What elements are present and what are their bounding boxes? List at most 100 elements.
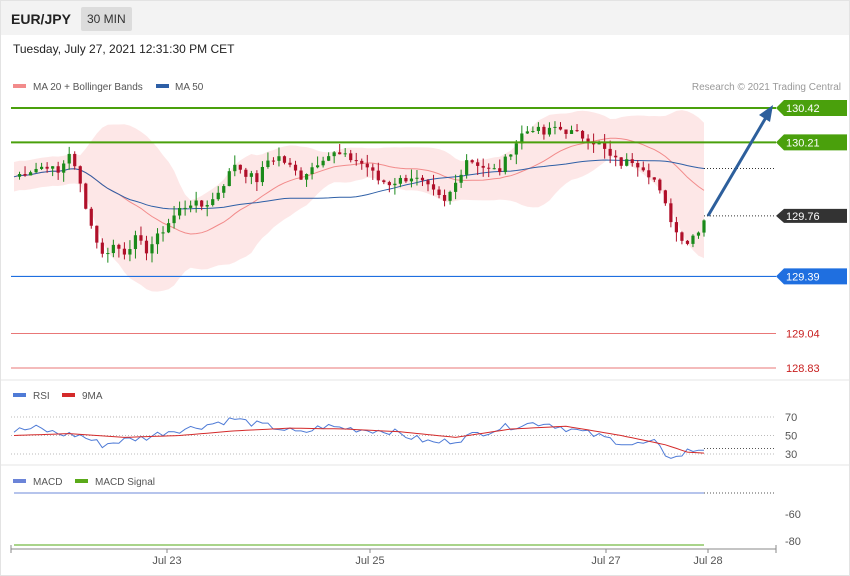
level-price-label: 130.42 — [786, 103, 820, 115]
candle-body — [619, 157, 623, 166]
candle-body — [492, 168, 496, 170]
candle-body — [448, 191, 452, 201]
candle-body — [360, 160, 364, 164]
candle-body — [674, 222, 678, 233]
candle-body — [404, 177, 408, 182]
candle-body — [106, 253, 110, 255]
candle-body — [691, 235, 695, 244]
candle-body — [641, 167, 645, 171]
candles — [17, 121, 706, 263]
forecast-arrow-shaft — [706, 113, 770, 217]
candle-body — [658, 179, 662, 191]
candle-body — [128, 249, 132, 255]
candle-body — [144, 240, 149, 254]
candle-body — [89, 208, 93, 226]
candle-body — [304, 174, 309, 180]
candle-body — [95, 225, 99, 243]
candle-body — [652, 177, 656, 180]
candle-body — [514, 143, 518, 155]
candle-body — [282, 156, 287, 163]
forecast-arrow-head — [759, 105, 773, 122]
candle-body — [580, 130, 585, 139]
candle-body — [73, 153, 77, 167]
candle-body — [536, 126, 540, 131]
candle-body — [625, 159, 629, 166]
current-price-label: 129.76 — [786, 211, 820, 223]
candle-body — [454, 182, 458, 192]
candle-body — [426, 180, 430, 185]
candle-body — [133, 235, 138, 250]
target-price-label: 128.83 — [786, 363, 820, 375]
candle-body — [569, 130, 574, 134]
candle-body — [343, 153, 347, 155]
candle-body — [111, 244, 115, 254]
candle-body — [200, 200, 204, 207]
candle-body — [586, 138, 590, 143]
candle-body — [310, 167, 314, 175]
candle-body — [338, 152, 342, 155]
candle-body — [249, 173, 253, 177]
level-price-label: 130.21 — [786, 137, 820, 149]
interval-button[interactable]: 30 MIN — [81, 7, 132, 31]
candle-body — [67, 153, 71, 164]
candle-body — [542, 126, 546, 135]
candle-body — [222, 186, 226, 193]
candle-body — [603, 142, 607, 149]
candle-body — [575, 130, 579, 132]
candle-body — [669, 203, 673, 223]
candle-body — [299, 170, 303, 180]
candle-body — [51, 166, 55, 169]
candle-body — [685, 240, 690, 244]
x-axis-tick-label: Jul 25 — [355, 555, 384, 567]
candle-body — [288, 162, 292, 165]
rsi-ma-legend-label: 9MA — [82, 391, 103, 402]
rsi-legend-label: RSI — [33, 391, 50, 402]
level-price-label: 129.39 — [786, 271, 820, 283]
candle-body — [398, 177, 402, 184]
ma20-legend-label: MA 20 + Bollinger Bands — [33, 82, 143, 93]
candle-body — [558, 126, 563, 130]
candle-body — [122, 248, 126, 255]
rsi-panel: 70 50 30 — [11, 412, 797, 461]
candle-body — [459, 174, 463, 183]
candle-body — [78, 166, 82, 184]
candle-body — [525, 131, 529, 134]
candle-body — [28, 172, 33, 176]
candle-body — [503, 156, 507, 173]
candle-body — [34, 168, 38, 173]
candle-body — [487, 167, 491, 169]
candle-body — [382, 180, 386, 183]
ma50-legend-label: MA 50 — [175, 82, 204, 93]
ma50-line — [13, 159, 705, 210]
candle-body — [255, 173, 259, 183]
candle-body — [498, 168, 502, 173]
candle-body — [277, 156, 281, 161]
candle-body — [56, 166, 60, 173]
candle-body — [216, 192, 220, 200]
target-price-label: 129.04 — [786, 329, 820, 341]
rsi-line — [13, 417, 705, 459]
candle-body — [371, 167, 375, 171]
candle-body — [696, 232, 701, 236]
candle-body — [194, 200, 198, 206]
macd-signal-legend-label: MACD Signal — [95, 477, 155, 488]
candle-body — [636, 163, 640, 168]
candle-body — [211, 199, 215, 206]
candle-body — [161, 232, 165, 234]
macd-tick-label: -80 — [785, 536, 801, 548]
candle-body — [409, 178, 414, 182]
candle-body — [415, 177, 419, 179]
candle-body — [266, 160, 270, 167]
candle-body — [316, 165, 320, 168]
candle-body — [271, 160, 276, 162]
candle-body — [387, 182, 391, 186]
candle-body — [354, 160, 358, 162]
bollinger-bands — [14, 110, 704, 292]
ma20-legend-swatch — [13, 84, 26, 88]
candle-body — [420, 177, 425, 181]
level-price-tag — [776, 134, 847, 151]
candle-body — [45, 166, 49, 169]
symbol-title: EUR/JPY — [11, 11, 71, 27]
candle-body — [155, 233, 160, 245]
